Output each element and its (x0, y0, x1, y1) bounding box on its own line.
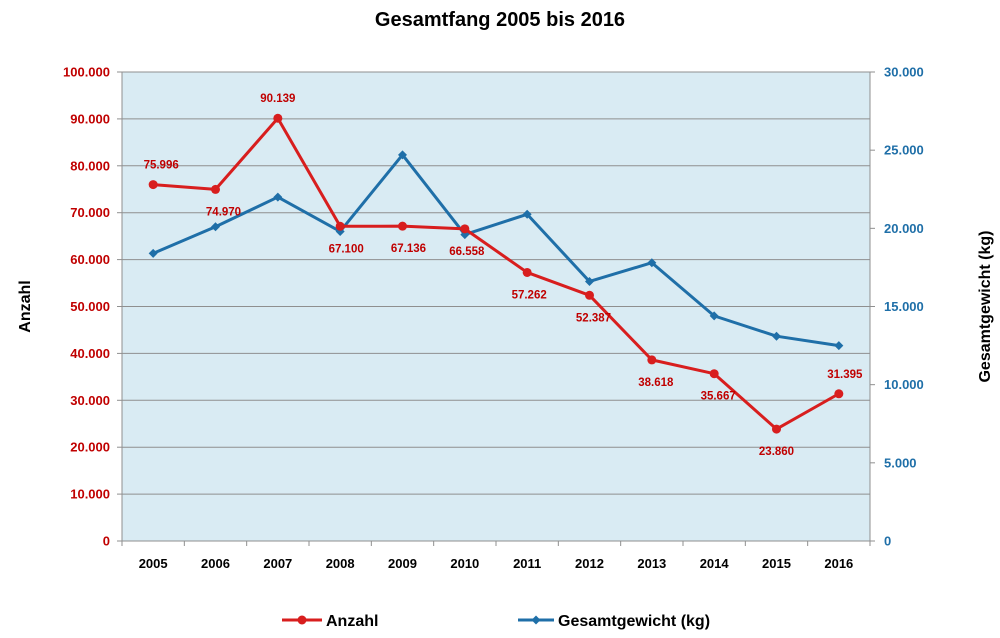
x-tick-label: 2005 (139, 556, 168, 571)
data-label-anzahl: 31.395 (827, 369, 863, 381)
data-point-gesamtgewicht (709, 311, 719, 321)
data-point-gesamtgewicht (834, 341, 844, 351)
data-point-anzahl (834, 389, 844, 399)
data-point-gesamtgewicht (522, 209, 532, 219)
right-tick-label: 20.000 (884, 221, 924, 236)
series-line-gesamtgewicht (152, 153, 840, 348)
right-tick-label: 10.000 (884, 377, 924, 392)
data-label-anzahl: 38.618 (638, 377, 674, 389)
data-point-anzahl (211, 184, 220, 194)
data-point-anzahl (709, 369, 719, 379)
gridlines (122, 71, 870, 495)
data-label-anzahl: 57.262 (512, 289, 547, 301)
right-tick-label: 0 (884, 534, 891, 549)
right-tick-label: 5.000 (884, 455, 917, 470)
data-point-anzahl (273, 113, 283, 123)
data-point-anzahl (335, 221, 345, 231)
data-label-anzahl: 90.139 (260, 93, 295, 105)
data-label-anzahl: 35.667 (701, 391, 736, 403)
data-point-anzahl (772, 424, 781, 434)
left-tick-label: 70.000 (70, 205, 110, 220)
series-line-anzahl (153, 116, 840, 431)
data-point-gesamtgewicht (211, 222, 220, 232)
data-point-anzahl (398, 221, 407, 231)
x-tick-label: 2008 (326, 556, 355, 571)
legend-marker-anzahl (297, 615, 307, 625)
data-point-gesamtgewicht (148, 248, 158, 258)
data-point-gesamtgewicht (398, 150, 407, 160)
left-tick-label: 0 (103, 534, 110, 549)
right-tick-label: 30.000 (884, 65, 924, 80)
left-axis-label: Anzahl (17, 280, 34, 332)
x-tick-label: 2016 (824, 556, 853, 571)
data-label-anzahl: 75.996 (144, 160, 179, 172)
series-layer (148, 113, 844, 434)
data-labels: 75.996 74.970 90.139 67.100 67.136 66.558 57.2… (144, 93, 863, 458)
right-axis-label: Gesamtgewicht (kg) (977, 230, 994, 382)
x-tick-label: 2009 (388, 556, 417, 571)
data-point-anzahl (522, 267, 532, 277)
right-tick-label: 25.000 (884, 143, 924, 158)
legend: Anzahl Gesamtgewicht (kg) (282, 613, 710, 630)
x-axis-ticks: 2005 2006 2007 2008 2009 2010 2011 2012 2013 2014… (121, 541, 871, 571)
x-tick-label: 2014 (700, 556, 730, 571)
data-point-gesamtgewicht (585, 276, 594, 286)
data-point-anzahl (647, 355, 657, 365)
data-label-anzahl: 67.136 (391, 243, 426, 255)
data-point-anzahl (585, 290, 594, 300)
data-label-anzahl: 66.558 (449, 246, 485, 258)
left-tick-label: 40.000 (70, 346, 110, 361)
left-tick-label: 60.000 (70, 252, 110, 267)
left-tick-label: 50.000 (70, 299, 110, 314)
left-tick-label: 80.000 (70, 158, 110, 173)
left-axis-ticks: 0 10.000 20.000 30.000 40.000 50.000 60.000 70.… (63, 65, 122, 549)
data-label-anzahl: 52.387 (576, 312, 611, 324)
data-label-anzahl: 67.100 (329, 243, 364, 255)
left-tick-label: 20.000 (70, 440, 110, 455)
left-tick-label: 90.000 (70, 111, 110, 126)
left-tick-label: 30.000 (70, 393, 110, 408)
right-tick-label: 15.000 (884, 299, 924, 314)
data-point-anzahl (148, 180, 158, 190)
x-tick-label: 2015 (762, 556, 791, 571)
data-label-anzahl: 23.860 (759, 446, 794, 458)
data-label-anzahl: 74.970 (206, 206, 241, 218)
x-tick-label: 2006 (201, 556, 230, 571)
data-point-anzahl (460, 224, 470, 234)
x-tick-label: 2011 (513, 556, 541, 571)
legend-marker-gesamtgewicht (531, 615, 541, 625)
data-point-gesamtgewicht (772, 331, 781, 341)
left-tick-label: 10.000 (70, 487, 110, 502)
data-point-gesamtgewicht (273, 192, 283, 202)
data-point-gesamtgewicht (647, 258, 657, 268)
left-tick-label: 100.000 (63, 65, 110, 80)
right-axis-ticks: 0 5.000 10.000 15.000 20.000 25.000 30.000 (870, 65, 924, 549)
legend-label-gesamtgewicht: Gesamtgewicht (kg) (558, 613, 710, 630)
x-tick-label: 2010 (450, 556, 479, 571)
x-tick-label: 2013 (637, 556, 666, 571)
x-tick-label: 2012 (575, 556, 604, 571)
chart-title: Gesamtfang 2005 bis 2016 (375, 9, 625, 31)
legend-label-anzahl: Anzahl (326, 613, 378, 630)
x-tick-label: 2007 (263, 556, 292, 571)
